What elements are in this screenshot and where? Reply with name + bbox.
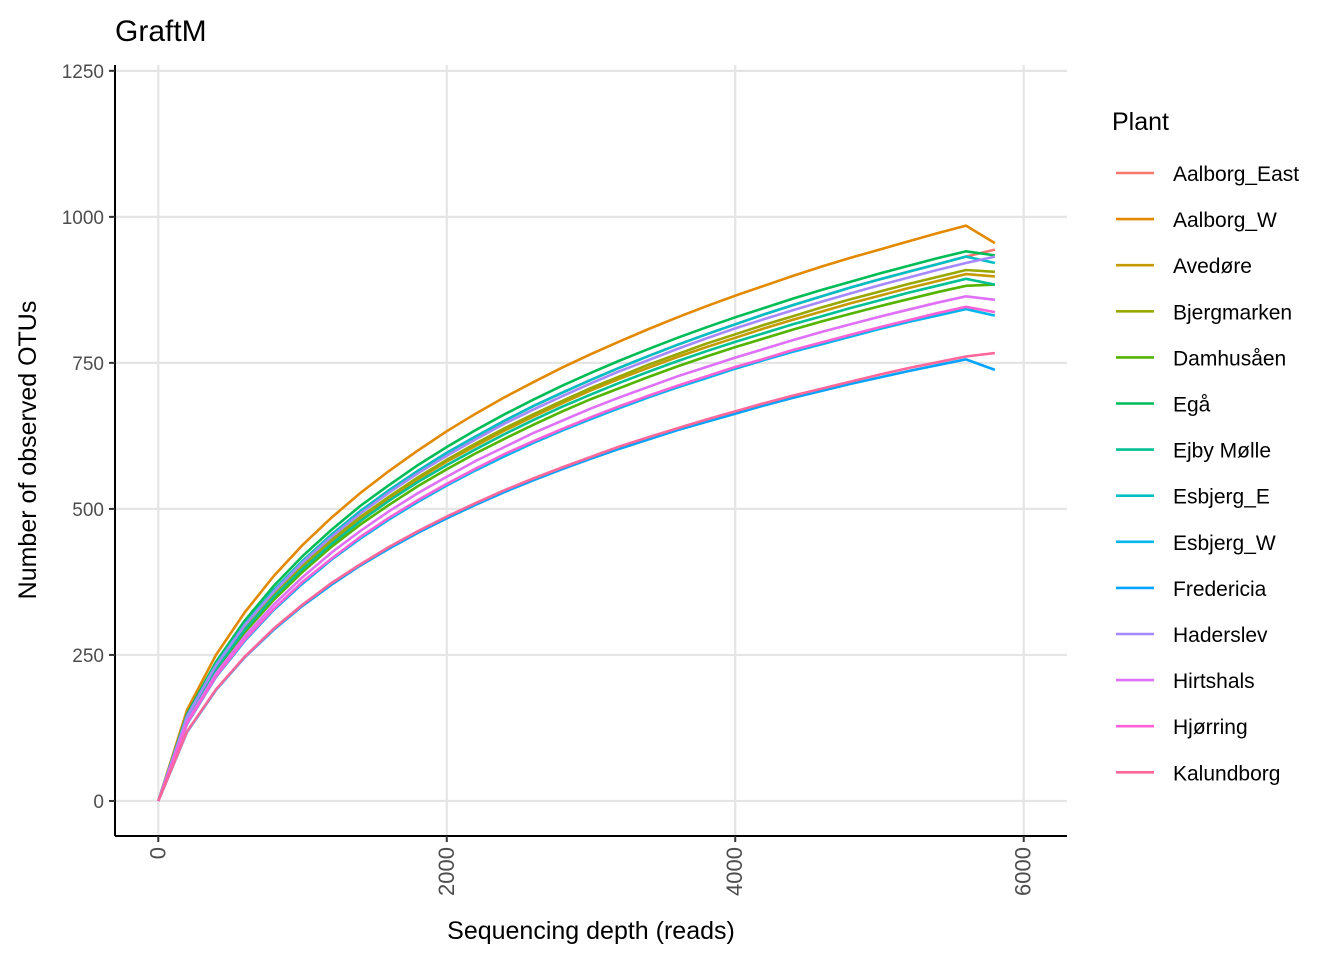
series-line — [157, 307, 996, 802]
legend: Plant Aalborg_East Aalborg_W Avedøre Bjergm… — [1112, 108, 1299, 785]
series-line — [157, 305, 996, 802]
x-axis-title: Sequencing depth (reads) — [447, 917, 735, 945]
legend-label: Aalborg_W — [1173, 209, 1277, 232]
legend-label: Aalborg_East — [1173, 163, 1299, 186]
x-tick-label: 0 — [145, 847, 170, 859]
series-line — [157, 277, 996, 802]
series-line — [157, 283, 995, 802]
series-line — [157, 255, 996, 802]
y-tick-label: 1000 — [62, 208, 104, 229]
legend-label: Hjørring — [1173, 716, 1248, 739]
chart-title: GraftM — [115, 15, 207, 48]
legend-title: Plant — [1112, 108, 1169, 136]
legend-label: Egå — [1173, 394, 1211, 417]
series-layer — [157, 224, 996, 802]
legend-label: Esbjerg_E — [1173, 486, 1270, 509]
y-tick-label: 1250 — [62, 62, 104, 83]
series-line — [157, 351, 996, 802]
series-line — [157, 249, 996, 802]
legend-label: Fredericia — [1173, 578, 1267, 601]
axis-layer: 0 250 500 750 1000 1250 0 2000 4000 6000 — [62, 62, 1067, 896]
x-tick-label: 2000 — [434, 847, 459, 896]
grid-layer — [115, 65, 1067, 836]
series-line — [157, 255, 996, 802]
legend-label: Kalundborg — [1173, 762, 1280, 785]
series-line — [157, 268, 995, 802]
x-tick-label: 6000 — [1011, 847, 1036, 896]
y-tick-label: 250 — [72, 646, 104, 667]
legend-label: Ejby Mølle — [1173, 440, 1271, 463]
y-tick-label: 750 — [72, 354, 104, 375]
legend-label: Esbjerg_W — [1173, 532, 1276, 555]
series-line — [157, 294, 996, 802]
series-line — [157, 272, 996, 802]
y-axis-title: Number of observed OTUs — [14, 301, 42, 600]
legend-label: Hirtshals — [1173, 670, 1255, 693]
y-tick-label: 500 — [72, 500, 104, 521]
legend-label: Avedøre — [1173, 255, 1252, 278]
legend-label: Damhusåen — [1173, 347, 1286, 370]
x-tick-label: 4000 — [722, 847, 747, 896]
y-tick-label: 0 — [93, 792, 104, 813]
series-line — [157, 224, 996, 802]
legend-label: Haderslev — [1173, 624, 1268, 647]
legend-label: Bjergmarken — [1173, 301, 1292, 324]
